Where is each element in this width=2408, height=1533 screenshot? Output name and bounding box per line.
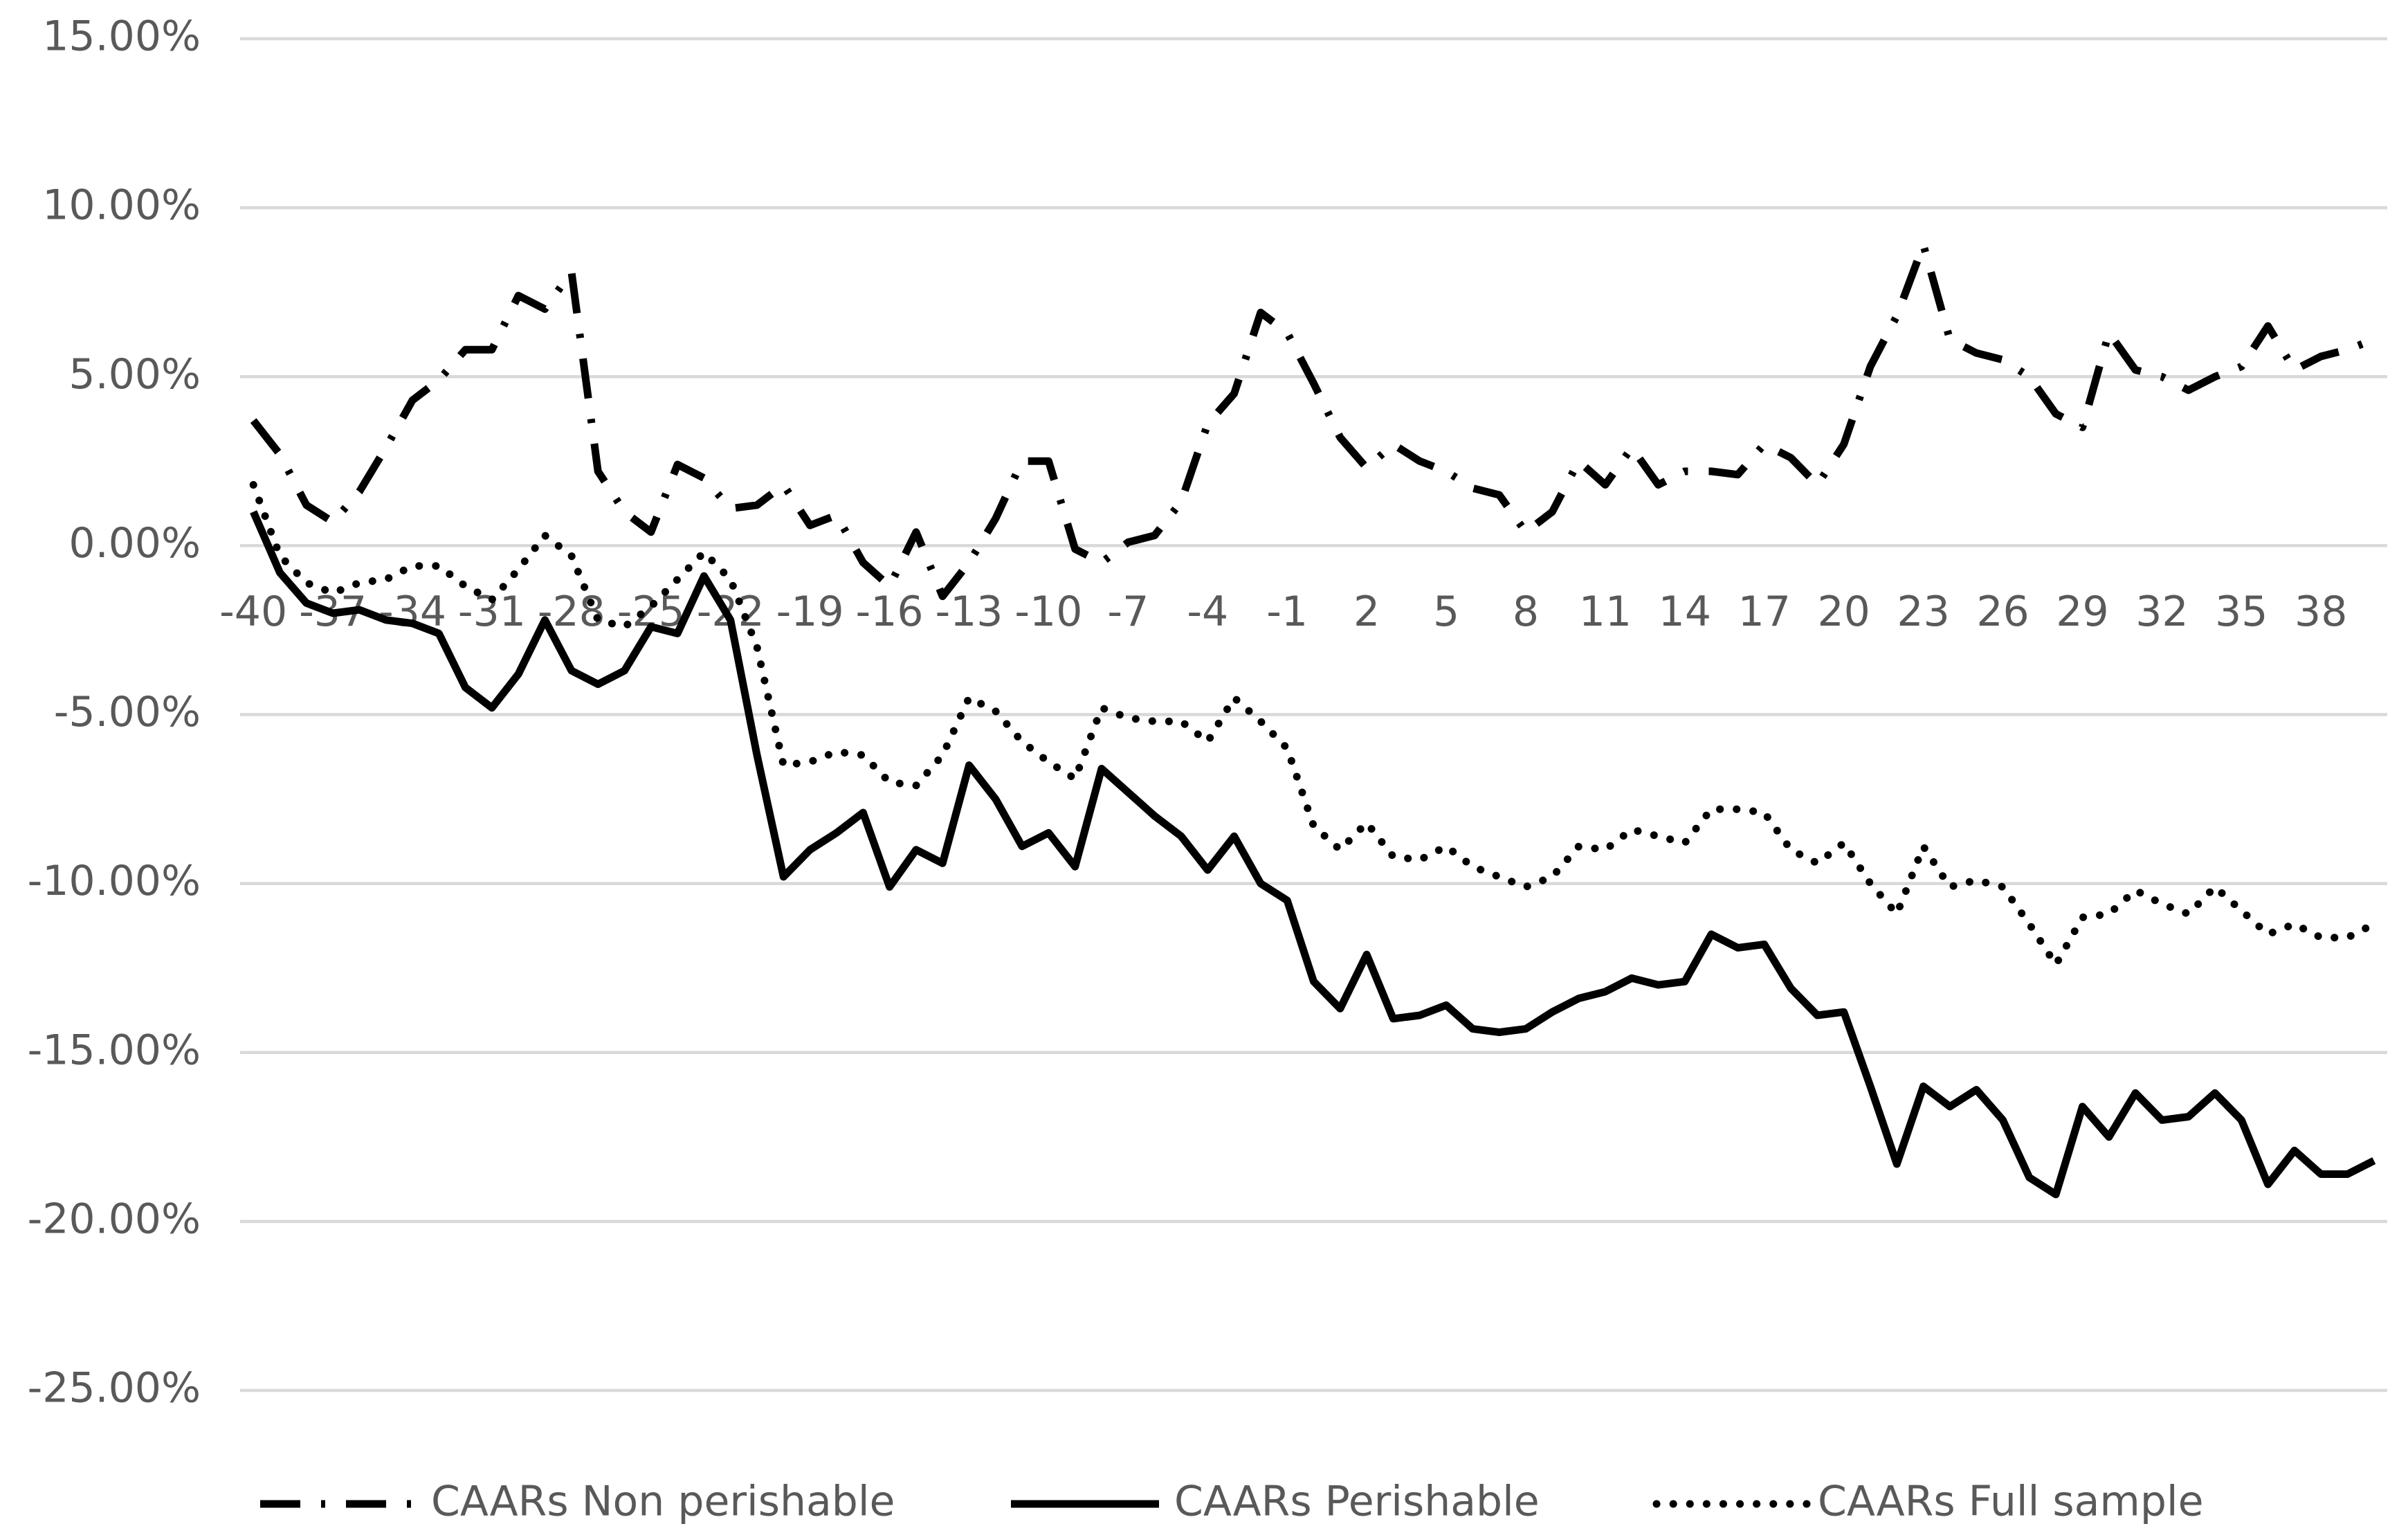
x-tick-label: 38	[2295, 588, 2347, 636]
y-tick-label: 15.00%	[42, 12, 201, 61]
legend-item: CAARs Full sample	[1652, 1478, 2204, 1526]
x-tick-label: 11	[1579, 588, 1632, 636]
x-tick-label: 23	[1897, 588, 1949, 636]
legend-item: CAARs Perishable	[1011, 1478, 1540, 1526]
x-tick-label: 2	[1353, 588, 1380, 636]
x-tick-label: 32	[2135, 588, 2188, 636]
legend-label: CAARs Full sample	[1818, 1478, 2204, 1526]
x-tick-label: 35	[2215, 588, 2268, 636]
x-tick-label: 14	[1659, 588, 1711, 636]
x-tick-label: -16	[856, 588, 924, 636]
x-tick-label: 20	[1817, 588, 1870, 636]
x-tick-label: -40	[219, 588, 287, 636]
y-tick-label: 0.00%	[69, 519, 201, 568]
legend-label: CAARs Non perishable	[431, 1478, 895, 1526]
x-tick-label: -7	[1107, 588, 1149, 636]
x-tick-label: -31	[458, 588, 526, 636]
y-tick-label: -10.00%	[28, 857, 201, 905]
y-tick-label: -15.00%	[28, 1026, 201, 1074]
y-tick-label: 10.00%	[42, 181, 201, 230]
series-line	[250, 241, 2375, 601]
series-line	[249, 481, 2378, 969]
y-tick-label: -20.00%	[28, 1195, 201, 1243]
x-tick-label: -10	[1014, 588, 1082, 636]
x-tick-label: 8	[1513, 588, 1539, 636]
y-tick-label: -5.00%	[54, 688, 201, 736]
x-tick-label: -4	[1187, 588, 1228, 636]
x-tick-label: 17	[1738, 588, 1791, 636]
series-line	[250, 510, 2376, 1199]
x-tick-label: -1	[1266, 588, 1308, 636]
x-tick-label: 26	[1976, 588, 2029, 636]
x-tick-label: 29	[2056, 588, 2108, 636]
legend-label: CAARs Perishable	[1174, 1478, 1540, 1526]
y-tick-label: 5.00%	[69, 350, 201, 399]
x-tick-label: -19	[776, 588, 844, 636]
x-tick-label: 5	[1433, 588, 1459, 636]
y-tick-label: -25.00%	[28, 1364, 201, 1413]
legend-item: CAARs Non perishable	[260, 1478, 895, 1526]
